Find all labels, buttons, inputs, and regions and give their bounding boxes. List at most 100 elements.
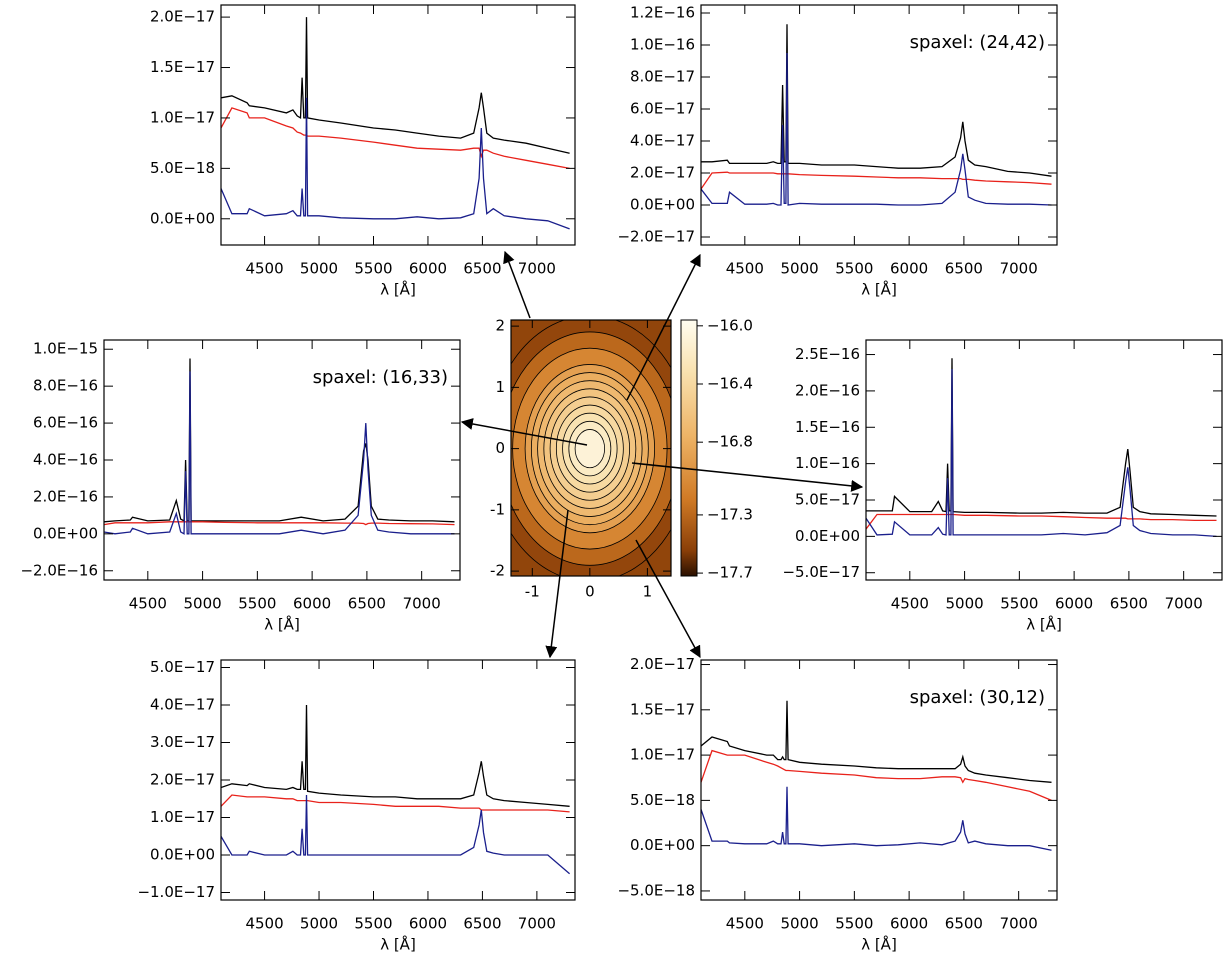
x-tick-label: 1: [643, 583, 653, 601]
x-tick-label: 4500: [726, 260, 764, 278]
y-tick-label: 0.0E+00: [33, 524, 98, 542]
x-axis-label: λ [Å]: [1026, 615, 1062, 634]
spectrum-line: [104, 371, 455, 533]
y-tick-label: 1.0E−16: [630, 36, 695, 54]
y-tick-label: 1.0E−15: [33, 340, 98, 358]
x-tick-label: 5500: [354, 260, 392, 278]
y-tick-label: 1.0E−17: [150, 108, 215, 126]
x-tick-label: 7000: [1165, 595, 1203, 613]
x-axis-label: λ [Å]: [861, 935, 897, 954]
x-tick-label: -1: [525, 583, 540, 601]
y-tick-label: 6.0E−16: [33, 414, 98, 432]
annotation: spaxel: (16,33): [313, 367, 448, 388]
x-tick-label: 6000: [1055, 595, 1093, 613]
spectrum-line: [221, 108, 570, 168]
plot-frame: [866, 340, 1222, 580]
x-tick-label: 6000: [890, 260, 928, 278]
spectrum-line: [701, 701, 1052, 783]
spectrum-line: [701, 172, 1052, 189]
x-tick-label: 7000: [1000, 915, 1038, 933]
x-tick-label: 6500: [348, 595, 386, 613]
x-tick-label: 5500: [354, 915, 392, 933]
y-tick-label: 5.0E−18: [150, 159, 215, 177]
y-tick-label: 0.0E+00: [630, 196, 695, 214]
y-tick-label: 0.0E+00: [150, 846, 215, 864]
x-tick-label: 7000: [518, 260, 556, 278]
x-tick-label: 6000: [409, 260, 447, 278]
x-axis-label: λ [Å]: [264, 615, 300, 634]
x-tick-label: 5000: [183, 595, 221, 613]
x-tick-label: 6500: [945, 915, 983, 933]
y-tick-label: 4.0E−17: [630, 132, 695, 150]
y-tick-label: 5.0E−17: [795, 491, 860, 509]
x-tick-label: 5500: [1000, 595, 1038, 613]
x-tick-label: 5000: [945, 595, 983, 613]
spectrum-line: [701, 751, 1052, 801]
y-tick-label: 1.0E−17: [150, 808, 215, 826]
plot-frame: [221, 660, 575, 900]
spectrum-line: [866, 358, 1217, 516]
x-tick-label: 4500: [245, 915, 283, 933]
y-tick-label: 5.0E−18: [630, 791, 695, 809]
y-tick-label: 1.2E−16: [630, 4, 695, 22]
colorbar-tick-label: −17.7: [707, 564, 753, 582]
x-tick-label: 5000: [300, 260, 338, 278]
contour: [575, 429, 605, 467]
y-tick-label: 4.0E−16: [33, 451, 98, 469]
y-tick-label: 2.0E−17: [630, 164, 695, 182]
x-tick-label: 6500: [1110, 595, 1148, 613]
panel: −2.0E−160.0E+002.0E−164.0E−166.0E−168.0E…: [20, 340, 460, 634]
y-tick-label: 1.0E−17: [630, 746, 695, 764]
y-tick-label: 0.0E+00: [630, 836, 695, 854]
y-tick-label: 8.0E−17: [630, 68, 695, 86]
y-tick-label: −5.0E−18: [617, 881, 695, 899]
colorbar-tick-label: −16.0: [707, 316, 753, 334]
x-tick-label: 4500: [891, 595, 929, 613]
spectrum-line: [221, 705, 570, 806]
x-tick-label: 5500: [835, 915, 873, 933]
x-tick-label: 7000: [1000, 260, 1038, 278]
y-tick-label: 3.0E−17: [150, 733, 215, 751]
annotation: spaxel: (30,12): [910, 687, 1045, 708]
x-tick-label: 6500: [945, 260, 983, 278]
x-tick-label: 5000: [780, 915, 818, 933]
x-tick-label: 6500: [463, 915, 501, 933]
x-tick-label: 6000: [890, 915, 928, 933]
y-tick-label: 2.0E−17: [630, 655, 695, 673]
y-tick-label: 2: [495, 317, 505, 335]
spectrum-line: [104, 522, 455, 525]
annotation: spaxel: (24,42): [910, 32, 1045, 53]
x-axis-label: λ [Å]: [380, 935, 416, 954]
y-tick-label: 2.0E−16: [795, 381, 860, 399]
figure: 0.0E+00 5.0E−18 1.0E−17 1.5E−17 2.0E−17 4500 5…: [0, 0, 1230, 963]
y-tick-label: 1.5E−16: [795, 418, 860, 436]
panel: −2.0E−170.0E+002.0E−174.0E−176.0E−178.0E…: [617, 4, 1057, 299]
x-axis-label: λ [Å]: [861, 280, 897, 299]
y-tick-label: 1.5E−17: [150, 58, 215, 76]
y-tick-label: 2.5E−16: [795, 345, 860, 363]
y-tick-label: 0: [495, 439, 505, 457]
spectrum-line: [701, 787, 1052, 850]
x-tick-label: 5500: [238, 595, 276, 613]
y-tick-label: 1.5E−17: [630, 700, 695, 718]
y-tick-label: -2: [490, 562, 505, 580]
x-tick-label: 5500: [835, 260, 873, 278]
spectrum-line: [221, 17, 570, 153]
colorbar-tick-label: −16.8: [707, 433, 753, 451]
colorbar: [681, 320, 697, 576]
x-tick-label: 7000: [518, 915, 556, 933]
y-tick-label: 8.0E−16: [33, 377, 98, 395]
colorbar-tick-label: −16.4: [707, 375, 753, 393]
x-tick-label: 7000: [403, 595, 441, 613]
spectrum-line: [701, 53, 1052, 205]
x-tick-label: 4500: [129, 595, 167, 613]
x-tick-label: 6000: [409, 915, 447, 933]
panel: −1.0E−170.0E+001.0E−172.0E−173.0E−174.0E…: [137, 658, 575, 954]
y-tick-label: -1: [490, 500, 505, 518]
colorbar-tick-label: −17.3: [707, 505, 753, 523]
y-tick-label: 1.0E−16: [795, 454, 860, 472]
y-tick-label: 4.0E−17: [150, 696, 215, 714]
spectrum-line: [221, 98, 570, 229]
